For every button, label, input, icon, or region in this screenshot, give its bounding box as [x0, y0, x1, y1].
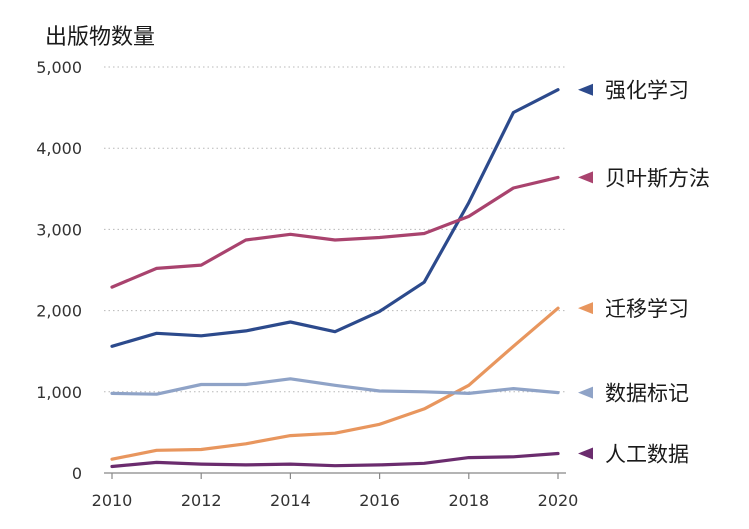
x-tick-label: 2016: [359, 491, 400, 510]
series-line-1: [110, 88, 560, 348]
legend-marker: [578, 171, 593, 184]
y-axis-title: 出版物数量: [45, 25, 155, 50]
legend-label: 迁移学习: [605, 297, 689, 321]
y-tick-label: 4,000: [36, 139, 82, 158]
y-tick-label: 2,000: [36, 302, 82, 321]
series-lines: [110, 88, 560, 469]
x-tick-label: 2010: [92, 491, 133, 510]
series-line-2: [110, 175, 560, 289]
y-tick-label: 0: [72, 464, 82, 483]
legend-marker: [578, 447, 593, 460]
x-tick-label: 2012: [181, 491, 222, 510]
legend-label: 强化学习: [605, 79, 689, 103]
legend-label: 贝叶斯方法: [605, 166, 710, 190]
x-tick-label: 2018: [448, 491, 489, 510]
legend-marker: [578, 386, 593, 399]
x-tick-label: 2014: [270, 491, 311, 510]
legend-label: 人工数据: [605, 443, 689, 467]
legend-marker: [578, 302, 593, 315]
legend-label: 数据标记: [605, 382, 689, 406]
y-tick-label: 3,000: [36, 220, 82, 239]
axes: 0 1,000 2,000 3,000 4,000 5,000 2010 2012 2014 20…: [36, 58, 578, 510]
grid-lines: [104, 66, 566, 393]
series-line-5: [110, 451, 560, 469]
y-tick-label: 1,000: [36, 383, 82, 402]
legend-marker: [578, 83, 593, 96]
series-line-4: [110, 377, 560, 396]
x-tick-label: 2020: [538, 491, 579, 510]
y-tick-label: 5,000: [36, 58, 82, 77]
series-line-3: [110, 306, 560, 461]
